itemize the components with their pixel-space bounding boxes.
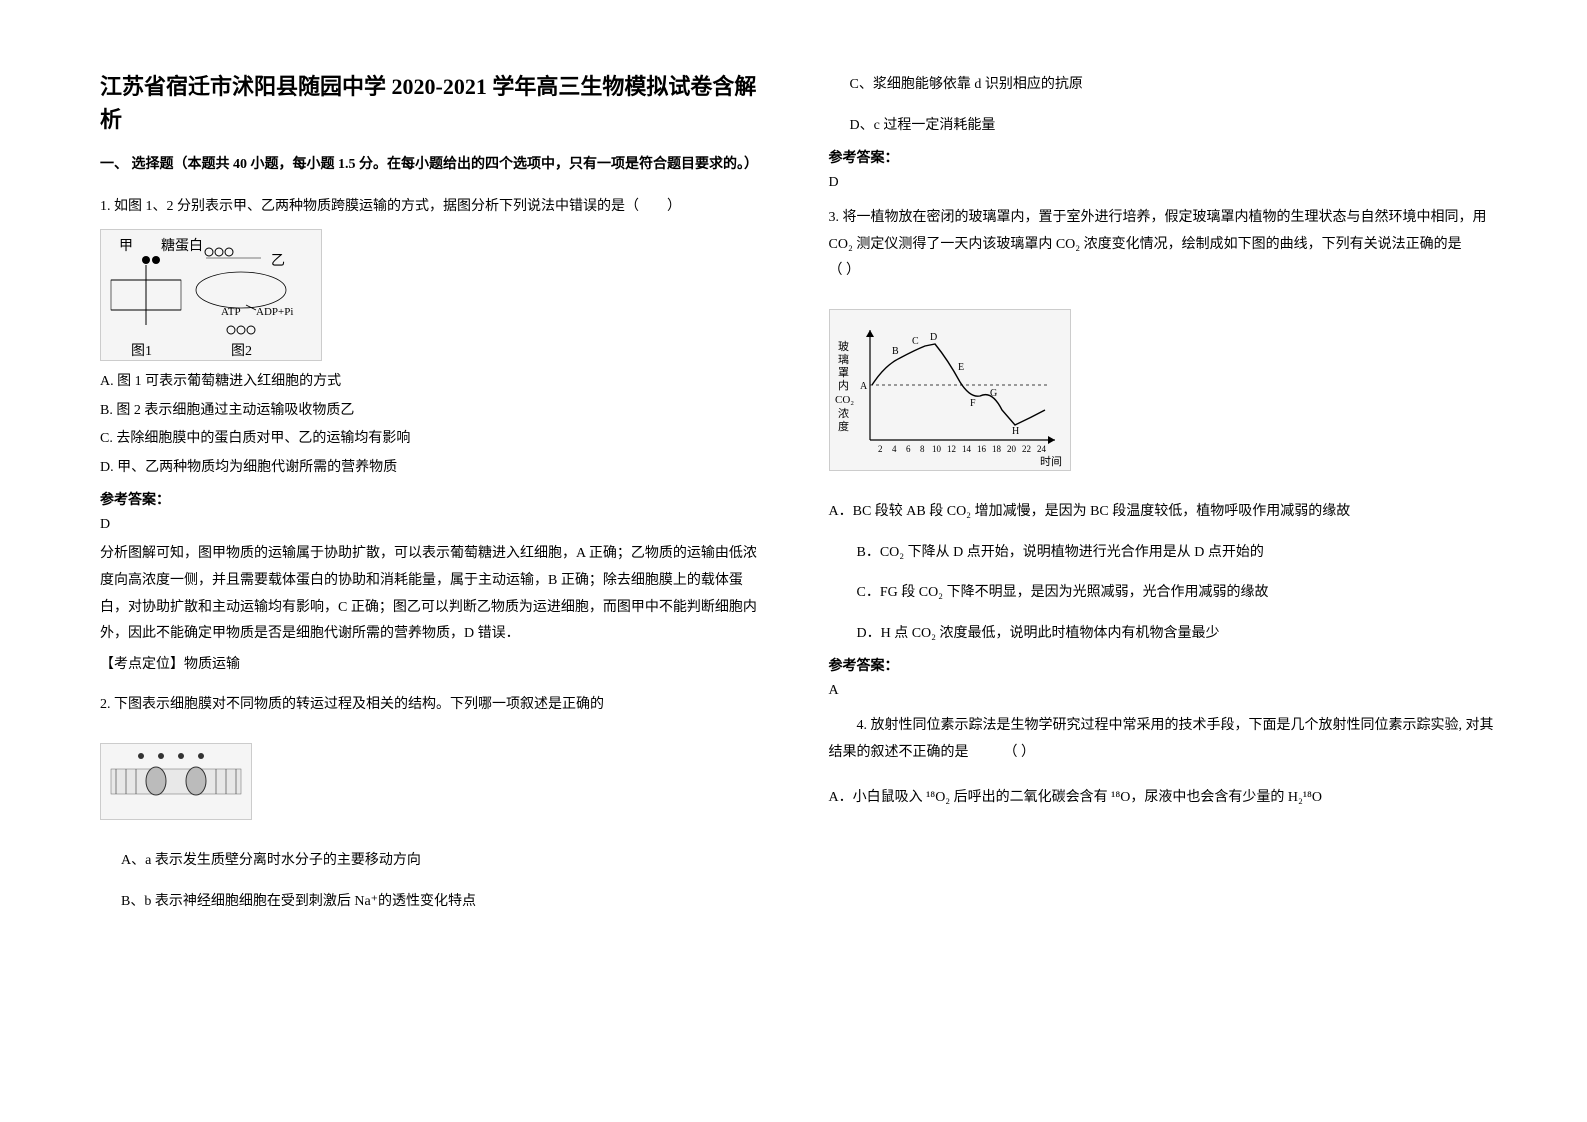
svg-text:玻: 玻: [838, 340, 849, 353]
q1-topic: 【考点定位】物质运输: [100, 652, 769, 679]
fig1-caption: 图1: [131, 344, 152, 359]
q3-chart: 玻 璃 罩 内 CO₂ 浓 度 A B C D E F G H: [829, 309, 1071, 471]
fig-label-yi: 乙: [271, 253, 285, 269]
svg-text:10: 10: [932, 444, 942, 454]
section-intro: 一、 选择题（本题共 40 小题，每小题 1.5 分。在每小题给出的四个选项中，…: [100, 154, 769, 176]
svg-text:12: 12: [947, 444, 956, 454]
svg-text:6: 6: [906, 444, 911, 454]
svg-text:C: C: [912, 336, 919, 347]
q4-optA: A．小白鼠吸入 ¹⁸O₂ 后呼出的二氧化碳会含有 ¹⁸O，尿液中也会含有少量的 …: [829, 785, 1498, 812]
svg-text:度: 度: [838, 419, 849, 433]
q1-optC: C. 去除细胞膜中的蛋白质对甲、乙的运输均有影响: [100, 426, 769, 453]
q1-figure: 甲 糖蛋白 乙 ATP ADP+Pi: [100, 229, 322, 361]
svg-text:浓: 浓: [838, 407, 849, 420]
svg-text:18: 18: [992, 444, 1002, 454]
svg-text:20: 20: [1007, 444, 1017, 454]
q1-optA: A. 图 1 可表示葡萄糖进入红细胞的方式: [100, 369, 769, 396]
q3-stem: 3. 将一植物放在密闭的玻璃罩内，置于室外进行培养，假定玻璃罩内植物的生理状态与…: [829, 205, 1498, 285]
q1-explanation: 分析图解可知，图甲物质的运输属于协助扩散，可以表示葡萄糖进入红细胞，A 正确；乙…: [100, 541, 769, 647]
svg-text:CO₂: CO₂: [835, 394, 854, 406]
svg-text:A: A: [860, 381, 868, 392]
q2-optD: D、c 过程一定消耗能量: [829, 113, 1498, 140]
q2-optB: B、b 表示神经细胞细胞在受到刺激后 Na⁺的透性变化特点: [100, 889, 769, 916]
q1-optB: B. 图 2 表示细胞通过主动运输吸收物质乙: [100, 398, 769, 425]
svg-text:8: 8: [920, 444, 925, 454]
left-column: 江苏省宿迁市沭阳县随园中学 2020-2021 学年高三生物模拟试卷含解析 一、…: [100, 70, 769, 917]
svg-text:ATP: ATP: [221, 306, 241, 318]
q2-optA: A、a 表示发生质壁分离时水分子的主要移动方向: [100, 848, 769, 875]
svg-text:2: 2: [878, 444, 883, 454]
svg-text:14: 14: [962, 444, 972, 454]
fig2-caption: 图2: [231, 344, 252, 359]
q2-stem: 2. 下图表示细胞膜对不同物质的转运过程及相关的结构。下列哪一项叙述是正确的: [100, 692, 769, 719]
svg-text:璃: 璃: [838, 352, 849, 366]
q1-ans-label: 参考答案：: [100, 489, 769, 509]
q2-ans: D: [829, 175, 1498, 191]
q1-optD: D. 甲、乙两种物质均为细胞代谢所需的营养物质: [100, 455, 769, 482]
svg-text:16: 16: [977, 444, 987, 454]
svg-text:ADP+Pi: ADP+Pi: [256, 306, 293, 318]
q3-optD: D．H 点 CO₂ 浓度最低，说明此时植物体内有机物含量最少: [829, 621, 1498, 648]
svg-text:F: F: [970, 398, 976, 409]
svg-text:时间: 时间: [1040, 455, 1062, 468]
svg-text:4: 4: [892, 444, 897, 454]
exam-title: 江苏省宿迁市沭阳县随园中学 2020-2021 学年高三生物模拟试卷含解析: [100, 70, 769, 136]
svg-text:22: 22: [1022, 444, 1031, 454]
q3-optA: A．BC 段较 AB 段 CO₂ 增加减慢，是因为 BC 段温度较低，植物呼吸作…: [829, 499, 1498, 526]
q3-ans-label: 参考答案：: [829, 655, 1498, 675]
q2-optC: C、浆细胞能够依靠 d 识别相应的抗原: [829, 72, 1498, 99]
q1-stem: 1. 如图 1、2 分别表示甲、乙两种物质跨膜运输的方式，据图分析下列说法中错误…: [100, 194, 769, 221]
q3-ans: A: [829, 683, 1498, 699]
svg-text:内: 内: [838, 378, 849, 392]
svg-text:E: E: [958, 362, 964, 373]
q3-optC: C．FG 段 CO₂ 下降不明显，是因为光照减弱，光合作用减弱的缘故: [829, 580, 1498, 607]
q3-optB: B．CO₂ 下降从 D 点开始，说明植物进行光合作用是从 D 点开始的: [829, 540, 1498, 567]
q2-figure: [100, 743, 252, 820]
right-column: C、浆细胞能够依靠 d 识别相应的抗原 D、c 过程一定消耗能量 参考答案： D…: [829, 70, 1498, 917]
q4-stem: 4. 放射性同位素示踪法是生物学研究过程中常采用的技术手段，下面是几个放射性同位…: [829, 713, 1498, 766]
svg-text:24: 24: [1037, 444, 1047, 454]
q1-ans: D: [100, 517, 769, 533]
svg-text:D: D: [930, 332, 937, 343]
fig-label-tangdb: 糖蛋白: [161, 238, 203, 254]
exam-page: 江苏省宿迁市沭阳县随园中学 2020-2021 学年高三生物模拟试卷含解析 一、…: [0, 0, 1587, 957]
q2-ans-label: 参考答案：: [829, 147, 1498, 167]
svg-text:B: B: [892, 346, 899, 357]
svg-text:H: H: [1012, 426, 1019, 437]
svg-text:G: G: [990, 388, 997, 399]
svg-text:罩: 罩: [838, 366, 849, 379]
fig-label-jia: 甲: [119, 239, 133, 254]
